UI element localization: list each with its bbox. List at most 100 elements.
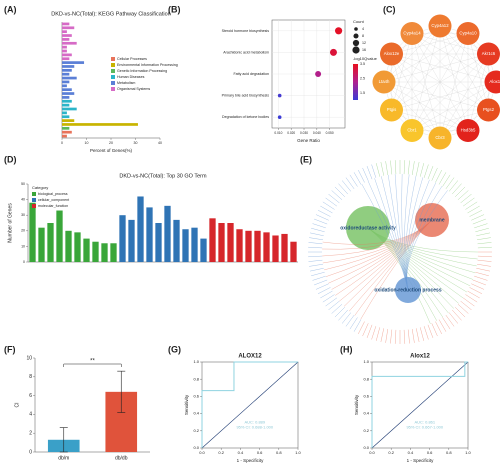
x-tick-label: 30 — [134, 141, 138, 145]
dot — [315, 71, 322, 77]
legend-title: Count — [353, 19, 365, 24]
gene-spoke — [477, 242, 492, 245]
network-edge — [391, 33, 469, 55]
legend-dot — [352, 46, 360, 54]
x-tick-label: 0 — [61, 141, 63, 145]
y-tick-label: 1.0 — [193, 359, 199, 364]
bar — [62, 126, 70, 130]
network-edge — [439, 25, 469, 131]
y-tick-label: Steroid hormone biosynthesis — [222, 29, 270, 33]
network-edge — [439, 33, 469, 139]
gene-spoke — [308, 246, 323, 249]
network-node-label: Cyp4a14 — [403, 31, 421, 36]
y-tick-label: 2 — [29, 431, 32, 437]
gene-spoke — [460, 300, 472, 311]
gene-spoke — [308, 259, 323, 262]
gene-spoke — [445, 314, 455, 327]
network-edge — [391, 53, 413, 131]
network-node — [476, 98, 500, 122]
gene-spoke — [438, 319, 447, 332]
gene-spoke — [469, 287, 483, 294]
bar — [62, 103, 70, 107]
network-node-label: Akr1c6 — [482, 51, 496, 56]
gene-spoke — [334, 186, 346, 198]
gene-spoke — [345, 177, 355, 190]
term-label: membrane — [419, 217, 445, 223]
term-label: oxidoreductase activity — [340, 225, 396, 231]
x-tick-label: 1.0 — [465, 450, 471, 455]
bar — [62, 57, 70, 61]
x-axis-label: Gene Ratio — [297, 138, 320, 143]
term-link — [406, 186, 443, 291]
legend-label: molecular_function — [38, 204, 68, 208]
x-tick-label: 0.040 — [313, 131, 321, 135]
bar — [62, 45, 67, 49]
y-tick-label: Primary bile acid biosynthesis — [222, 94, 270, 98]
bar — [119, 215, 126, 262]
network-edge — [391, 53, 489, 111]
y-tick-label: 0.2 — [193, 428, 199, 433]
x-tick-label: 0.0 — [369, 450, 375, 455]
gene-spoke — [371, 326, 377, 340]
chart-title: Alox12 — [410, 354, 430, 360]
color-tick-label: 1.5 — [360, 91, 365, 95]
legend-label: 16 — [362, 48, 366, 52]
bar — [65, 230, 72, 262]
gene-spoke — [415, 328, 420, 343]
bar — [218, 223, 225, 262]
legend-title: Category — [32, 185, 48, 190]
bar — [92, 241, 99, 262]
dot — [329, 48, 337, 56]
y-tick-label: 10 — [21, 244, 25, 248]
gene-spoke — [314, 218, 328, 225]
dot — [334, 27, 343, 35]
gene-spoke — [471, 214, 485, 221]
bar — [62, 84, 67, 88]
bar — [245, 230, 252, 262]
gene-spoke — [431, 167, 438, 181]
bar — [101, 243, 108, 262]
bar — [128, 219, 135, 262]
legend-swatch — [32, 198, 36, 202]
panel-label: (A) — [4, 4, 17, 14]
y-axis-label: CI — [14, 403, 20, 408]
panel-label: (E) — [300, 154, 312, 164]
term-label: oxidation-reduction process — [374, 287, 441, 293]
gene-spoke — [353, 172, 362, 185]
network-node — [456, 22, 480, 46]
legend-label: Environmental Information Processing — [117, 63, 178, 67]
gene-spoke — [315, 283, 329, 290]
network-edge — [411, 33, 489, 111]
legend-label: 12 — [362, 41, 366, 45]
legend-swatch — [32, 204, 36, 208]
bar — [62, 115, 70, 119]
gene-spoke — [438, 172, 447, 185]
roc-curve — [371, 361, 468, 448]
y-tick-label: 0.6 — [363, 393, 369, 398]
y-tick-label: 30 — [21, 213, 25, 217]
gene-spoke — [312, 275, 326, 281]
y-axis-label: Sensitivity — [354, 394, 359, 415]
network-node — [428, 126, 452, 150]
legend-label: 4 — [362, 27, 364, 31]
gene-spoke — [452, 309, 462, 321]
significance-label: ** — [90, 359, 95, 365]
gene-spoke — [394, 329, 397, 344]
gene-spoke — [325, 197, 338, 207]
network-node-label: Alox12e — [384, 51, 400, 56]
color-tick-label: 3.5 — [360, 62, 365, 66]
legend-label: Organismal Systems — [117, 87, 150, 91]
x-tick-label: 40 — [158, 141, 162, 145]
legend-swatch — [32, 192, 36, 196]
bar — [281, 233, 288, 262]
gene-spoke — [457, 190, 469, 200]
gene-spoke — [423, 164, 429, 178]
gene-spoke — [471, 283, 485, 290]
gene-spoke — [380, 161, 385, 176]
legend-label: cellular_component — [38, 198, 69, 202]
gene-spoke — [403, 329, 406, 344]
bar — [62, 123, 138, 126]
x-axis-label: Percent of Genes(%) — [90, 148, 133, 153]
bar — [146, 207, 153, 262]
